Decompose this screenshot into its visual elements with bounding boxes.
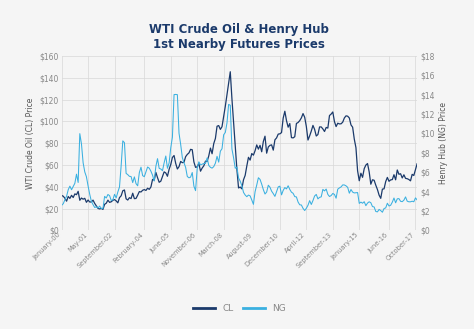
Y-axis label: WTI Crude Oil (CL) Price: WTI Crude Oil (CL) Price: [26, 97, 35, 189]
Y-axis label: Henry Hub (NG) Price: Henry Hub (NG) Price: [438, 102, 447, 184]
Legend: CL, NG: CL, NG: [189, 300, 290, 316]
Title: WTI Crude Oil & Henry Hub
1st Nearby Futures Prices: WTI Crude Oil & Henry Hub 1st Nearby Fut…: [149, 23, 329, 51]
